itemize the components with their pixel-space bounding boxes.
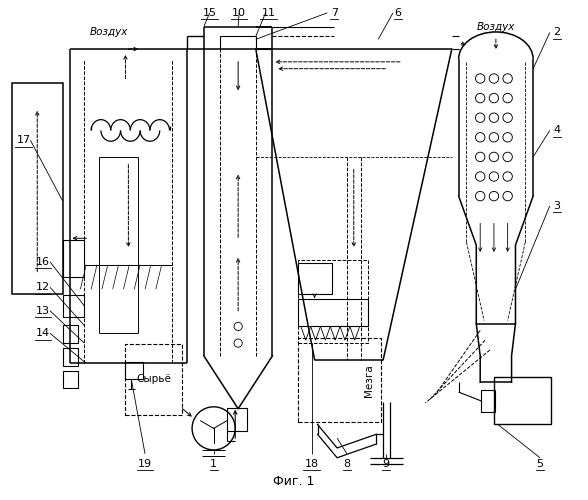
Bar — [298, 338, 381, 421]
Bar — [298, 262, 332, 294]
Text: Воздух: Воздух — [477, 22, 515, 32]
Text: 19: 19 — [138, 458, 152, 468]
Bar — [298, 299, 369, 326]
Text: 8: 8 — [343, 458, 350, 468]
Text: 1: 1 — [210, 458, 217, 468]
Bar — [298, 260, 369, 343]
Text: Мезга: Мезга — [363, 364, 373, 396]
Bar — [228, 408, 247, 432]
Bar — [63, 295, 84, 316]
Bar — [125, 362, 143, 380]
Text: Фиг. 1: Фиг. 1 — [273, 475, 315, 488]
Bar — [63, 326, 78, 343]
Text: 15: 15 — [203, 8, 217, 18]
Text: 11: 11 — [262, 8, 276, 18]
Bar — [63, 370, 78, 388]
Text: Сырьё: Сырьё — [136, 374, 171, 384]
Text: 5: 5 — [536, 458, 543, 468]
Text: 16: 16 — [36, 257, 50, 267]
Text: 4: 4 — [553, 126, 560, 136]
Bar — [481, 390, 495, 411]
Text: 10: 10 — [232, 8, 246, 18]
Text: 17: 17 — [16, 135, 31, 145]
Text: 13: 13 — [36, 306, 50, 316]
Text: 6: 6 — [395, 8, 402, 18]
Bar — [494, 378, 551, 424]
Bar — [63, 240, 84, 278]
Text: 3: 3 — [553, 201, 560, 211]
Text: 12: 12 — [36, 282, 50, 292]
Text: Воздух: Воздух — [89, 28, 128, 38]
Bar — [63, 348, 78, 366]
Bar — [125, 344, 182, 414]
Bar — [12, 84, 63, 294]
Text: 2: 2 — [553, 28, 560, 38]
Text: 14: 14 — [36, 328, 50, 338]
Text: 18: 18 — [305, 458, 319, 468]
Text: 9: 9 — [383, 458, 390, 468]
Text: 7: 7 — [330, 8, 338, 18]
